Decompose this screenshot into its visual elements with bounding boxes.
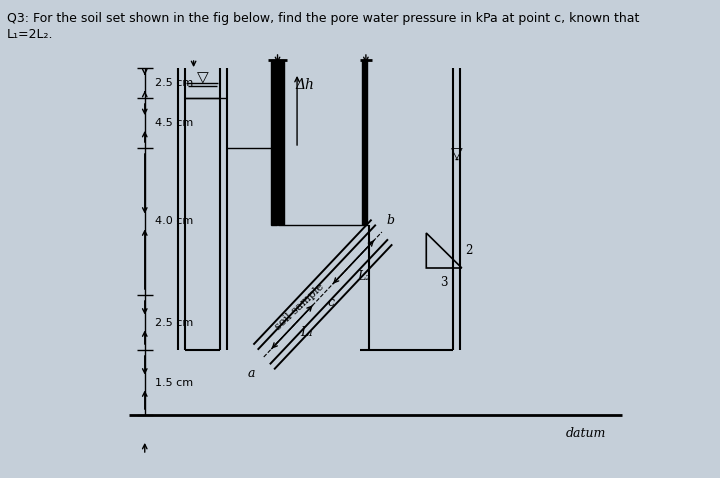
Text: L₂: L₂ — [357, 271, 371, 283]
Bar — [362, 60, 366, 225]
Text: ▽: ▽ — [197, 70, 208, 85]
Text: b: b — [387, 214, 395, 227]
Bar — [271, 60, 277, 225]
Text: 2.5 cm: 2.5 cm — [155, 78, 193, 88]
Text: datum: datum — [566, 427, 606, 440]
Text: 2.5 cm: 2.5 cm — [155, 317, 193, 327]
Text: L₁: L₁ — [300, 326, 313, 339]
Text: 4.5 cm: 4.5 cm — [155, 118, 193, 128]
Text: Q3: For the soil set shown in the fig below, find the pore water pressure in kPa: Q3: For the soil set shown in the fig be… — [7, 12, 639, 25]
Text: L₁=2L₂.: L₁=2L₂. — [7, 28, 53, 41]
Text: soil sample: soil sample — [273, 282, 325, 332]
Text: 2: 2 — [465, 244, 473, 257]
Text: c: c — [328, 296, 334, 309]
Text: 4.0 cm: 4.0 cm — [155, 217, 193, 227]
Bar — [278, 60, 284, 225]
Text: ▽: ▽ — [451, 146, 462, 161]
Text: 3: 3 — [441, 276, 448, 289]
Text: Δh: Δh — [295, 78, 314, 92]
Text: a: a — [248, 367, 256, 380]
Text: 1.5 cm: 1.5 cm — [155, 378, 193, 388]
